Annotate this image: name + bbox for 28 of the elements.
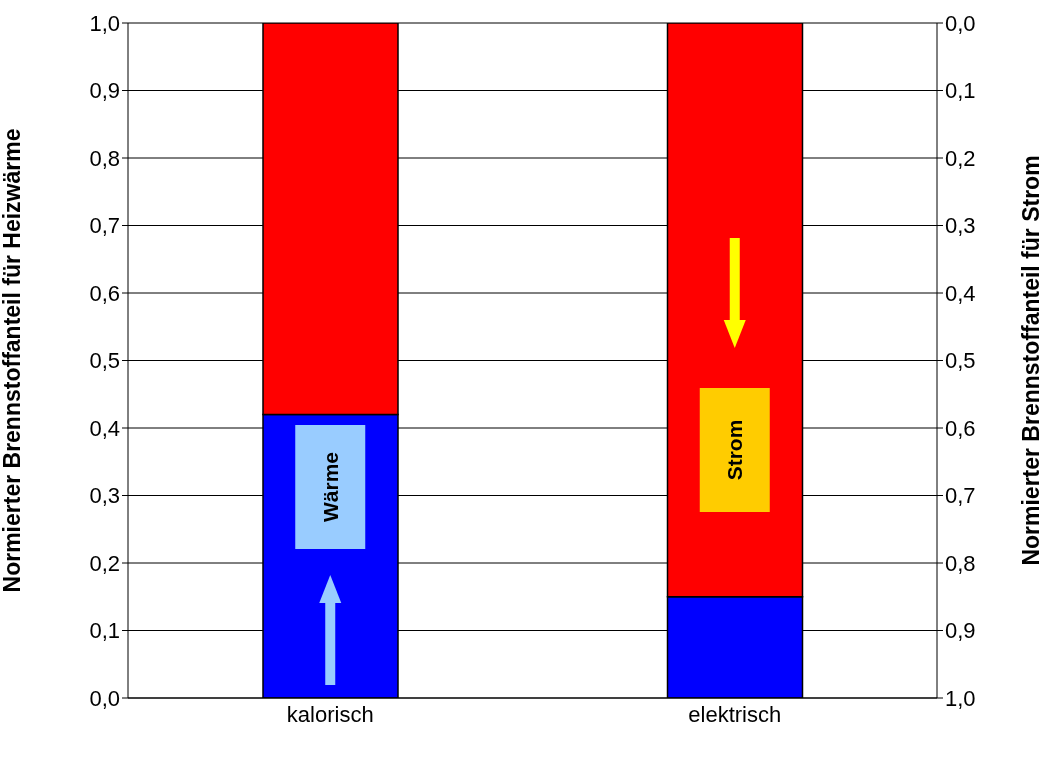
- y2-tick-label: 0,7: [945, 483, 976, 509]
- y2-tick-label: 0,3: [945, 213, 976, 239]
- y-tick-label: 0,3: [89, 483, 120, 509]
- y2-tick-label: 0,6: [945, 415, 976, 441]
- y2-axis-title: Normierter Brennstoffanteil für Strom: [1018, 155, 1045, 566]
- y2-tick-label: 1,0: [945, 685, 976, 711]
- y-tick-label: 0,4: [89, 415, 120, 441]
- y-tick-label: 0,0: [89, 685, 120, 711]
- y2-tick-label: 0,2: [945, 145, 976, 171]
- x-tick-label: kalorisch: [286, 701, 374, 727]
- y-tick-label: 0,5: [89, 348, 120, 374]
- y-tick-label: 0,1: [89, 618, 120, 644]
- y2-tick-label: 0,9: [945, 618, 976, 644]
- y-axis-title: Normierter Brennstoffanteil für Heizwärme: [0, 128, 26, 593]
- y2-tick-label: 0,5: [945, 348, 976, 374]
- y2-tick-label: 0,0: [945, 10, 976, 36]
- y-tick-label: 1,0: [89, 10, 120, 36]
- y2-tick-label: 0,8: [945, 550, 976, 576]
- y-tick-label: 0,8: [89, 145, 120, 171]
- y-tick-label: 0,2: [89, 550, 120, 576]
- y-tick-label: 0,9: [89, 78, 120, 104]
- y-tick-label: 0,7: [89, 213, 120, 239]
- y-tick-label: 0,6: [89, 280, 120, 306]
- annotation: Wärme: [318, 451, 342, 523]
- annotation: Strom: [723, 419, 747, 481]
- y2-tick-label: 0,4: [945, 280, 976, 306]
- y2-tick-label: 0,1: [945, 78, 976, 104]
- x-tick-label: elektrisch: [688, 701, 782, 727]
